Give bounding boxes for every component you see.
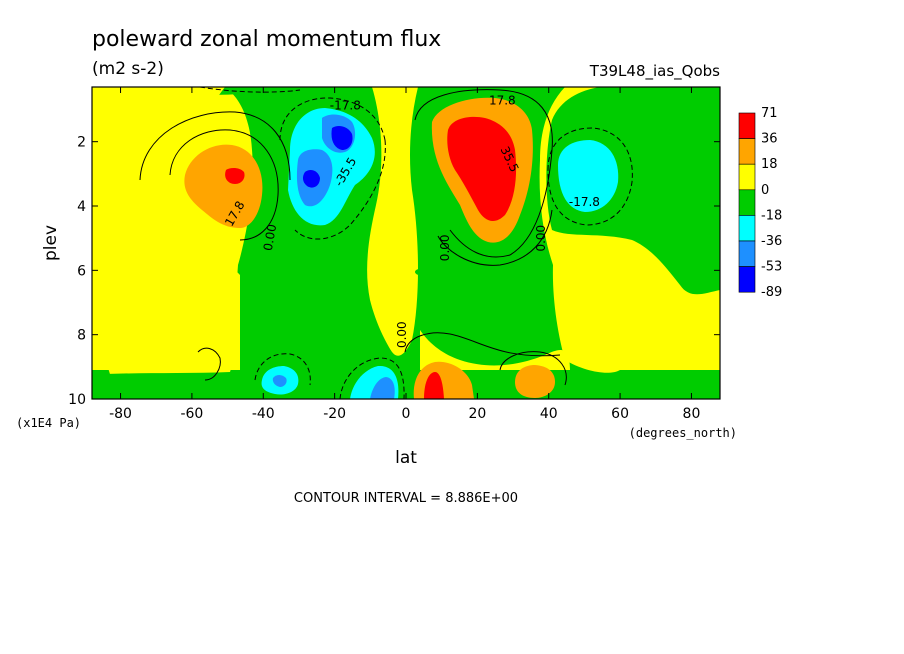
chart-subtitle: (m2 s-2): [92, 59, 164, 79]
contour-interval: CONTOUR INTERVAL = 8.886E+00: [294, 491, 518, 506]
y-tick-label: 10: [68, 392, 86, 408]
x-tick-label: 20: [468, 406, 486, 422]
colorbar-swatch: [738, 215, 756, 242]
fill-yellow-southsubtrop: [420, 330, 570, 370]
x-tick-label: 0: [402, 406, 411, 422]
colorbar-swatch: [738, 138, 756, 165]
colorbar-swatch: [738, 266, 756, 293]
y-axis: 2 4 6 8 10: [68, 135, 720, 408]
fill-red-sh: [447, 116, 517, 222]
x-tick-label: 40: [540, 406, 558, 422]
colorbar-swatch: [738, 240, 756, 267]
fill-darkblue-nh-upper: [331, 126, 353, 150]
colorbar-label: 18: [761, 157, 778, 172]
fill-cyan-sh: [558, 140, 619, 212]
contour-field: [92, 87, 720, 399]
colorbar-label: -18: [761, 208, 782, 223]
contour-lines-negative: [199, 87, 633, 399]
fill-red-sh-bottom: [424, 372, 444, 399]
colorbar-label: 0: [761, 183, 769, 198]
contour-label: 0.00: [395, 321, 409, 348]
x-axis: -80 -60 -40 -20 0 20 40 60 80: [109, 87, 700, 422]
colorbar-swatch: [738, 112, 756, 139]
fill-blue-bottom-nh: [272, 375, 287, 387]
colorbar: 71 36 18 0 -18 -36 -53 -89: [738, 106, 782, 300]
x-axis-title: lat: [395, 448, 417, 468]
contour-label: 0.00: [534, 225, 548, 252]
colorbar-label: 36: [761, 132, 778, 147]
y-tick-label: 2: [77, 135, 86, 151]
y-tick-label: 4: [77, 199, 86, 215]
dataset-label: T39L48_ias_Qobs: [589, 62, 720, 81]
colorbar-label: 71: [761, 106, 778, 121]
contour-label: -17.8: [569, 195, 600, 209]
fill-green-east: [546, 87, 720, 295]
x-tick-label: -80: [109, 406, 132, 422]
fill-blue-bottom-eq: [370, 377, 395, 399]
y-axis-unit: (x1E4 Pa): [16, 416, 81, 430]
colorbar-label: -89: [761, 285, 782, 300]
fill-green-islet: [415, 268, 435, 276]
colorbar-swatch: [738, 163, 756, 191]
contour-label: 17.8: [489, 94, 516, 108]
fill-yellow-equator: [367, 87, 418, 356]
fill-orange-sh-bottom2: [515, 365, 555, 398]
contour-label: 0.00: [261, 223, 279, 252]
x-axis-unit: (degrees_north): [629, 426, 737, 440]
x-tick-label: 60: [611, 406, 629, 422]
y-tick-label: 6: [77, 263, 86, 279]
x-tick-label: -40: [252, 406, 275, 422]
fill-yellow-northsubtrop: [92, 87, 240, 370]
fill-darkblue-nh: [302, 170, 320, 188]
y-axis-title: plev: [41, 225, 61, 261]
fill-red-nh: [225, 167, 245, 184]
colorbar-label: -36: [761, 234, 782, 249]
y-tick-label: 8: [77, 328, 86, 344]
colorbar-label: -53: [761, 260, 782, 275]
contour-label: -17.8: [330, 99, 361, 113]
fill-orange-nh: [184, 144, 263, 228]
colorbar-swatch: [738, 189, 756, 216]
chart-title: poleward zonal momentum flux: [92, 27, 441, 52]
x-tick-label: -20: [323, 406, 346, 422]
x-tick-label: -60: [180, 406, 203, 422]
contour-label: 0.00: [438, 234, 452, 261]
x-tick-label: 80: [683, 406, 701, 422]
